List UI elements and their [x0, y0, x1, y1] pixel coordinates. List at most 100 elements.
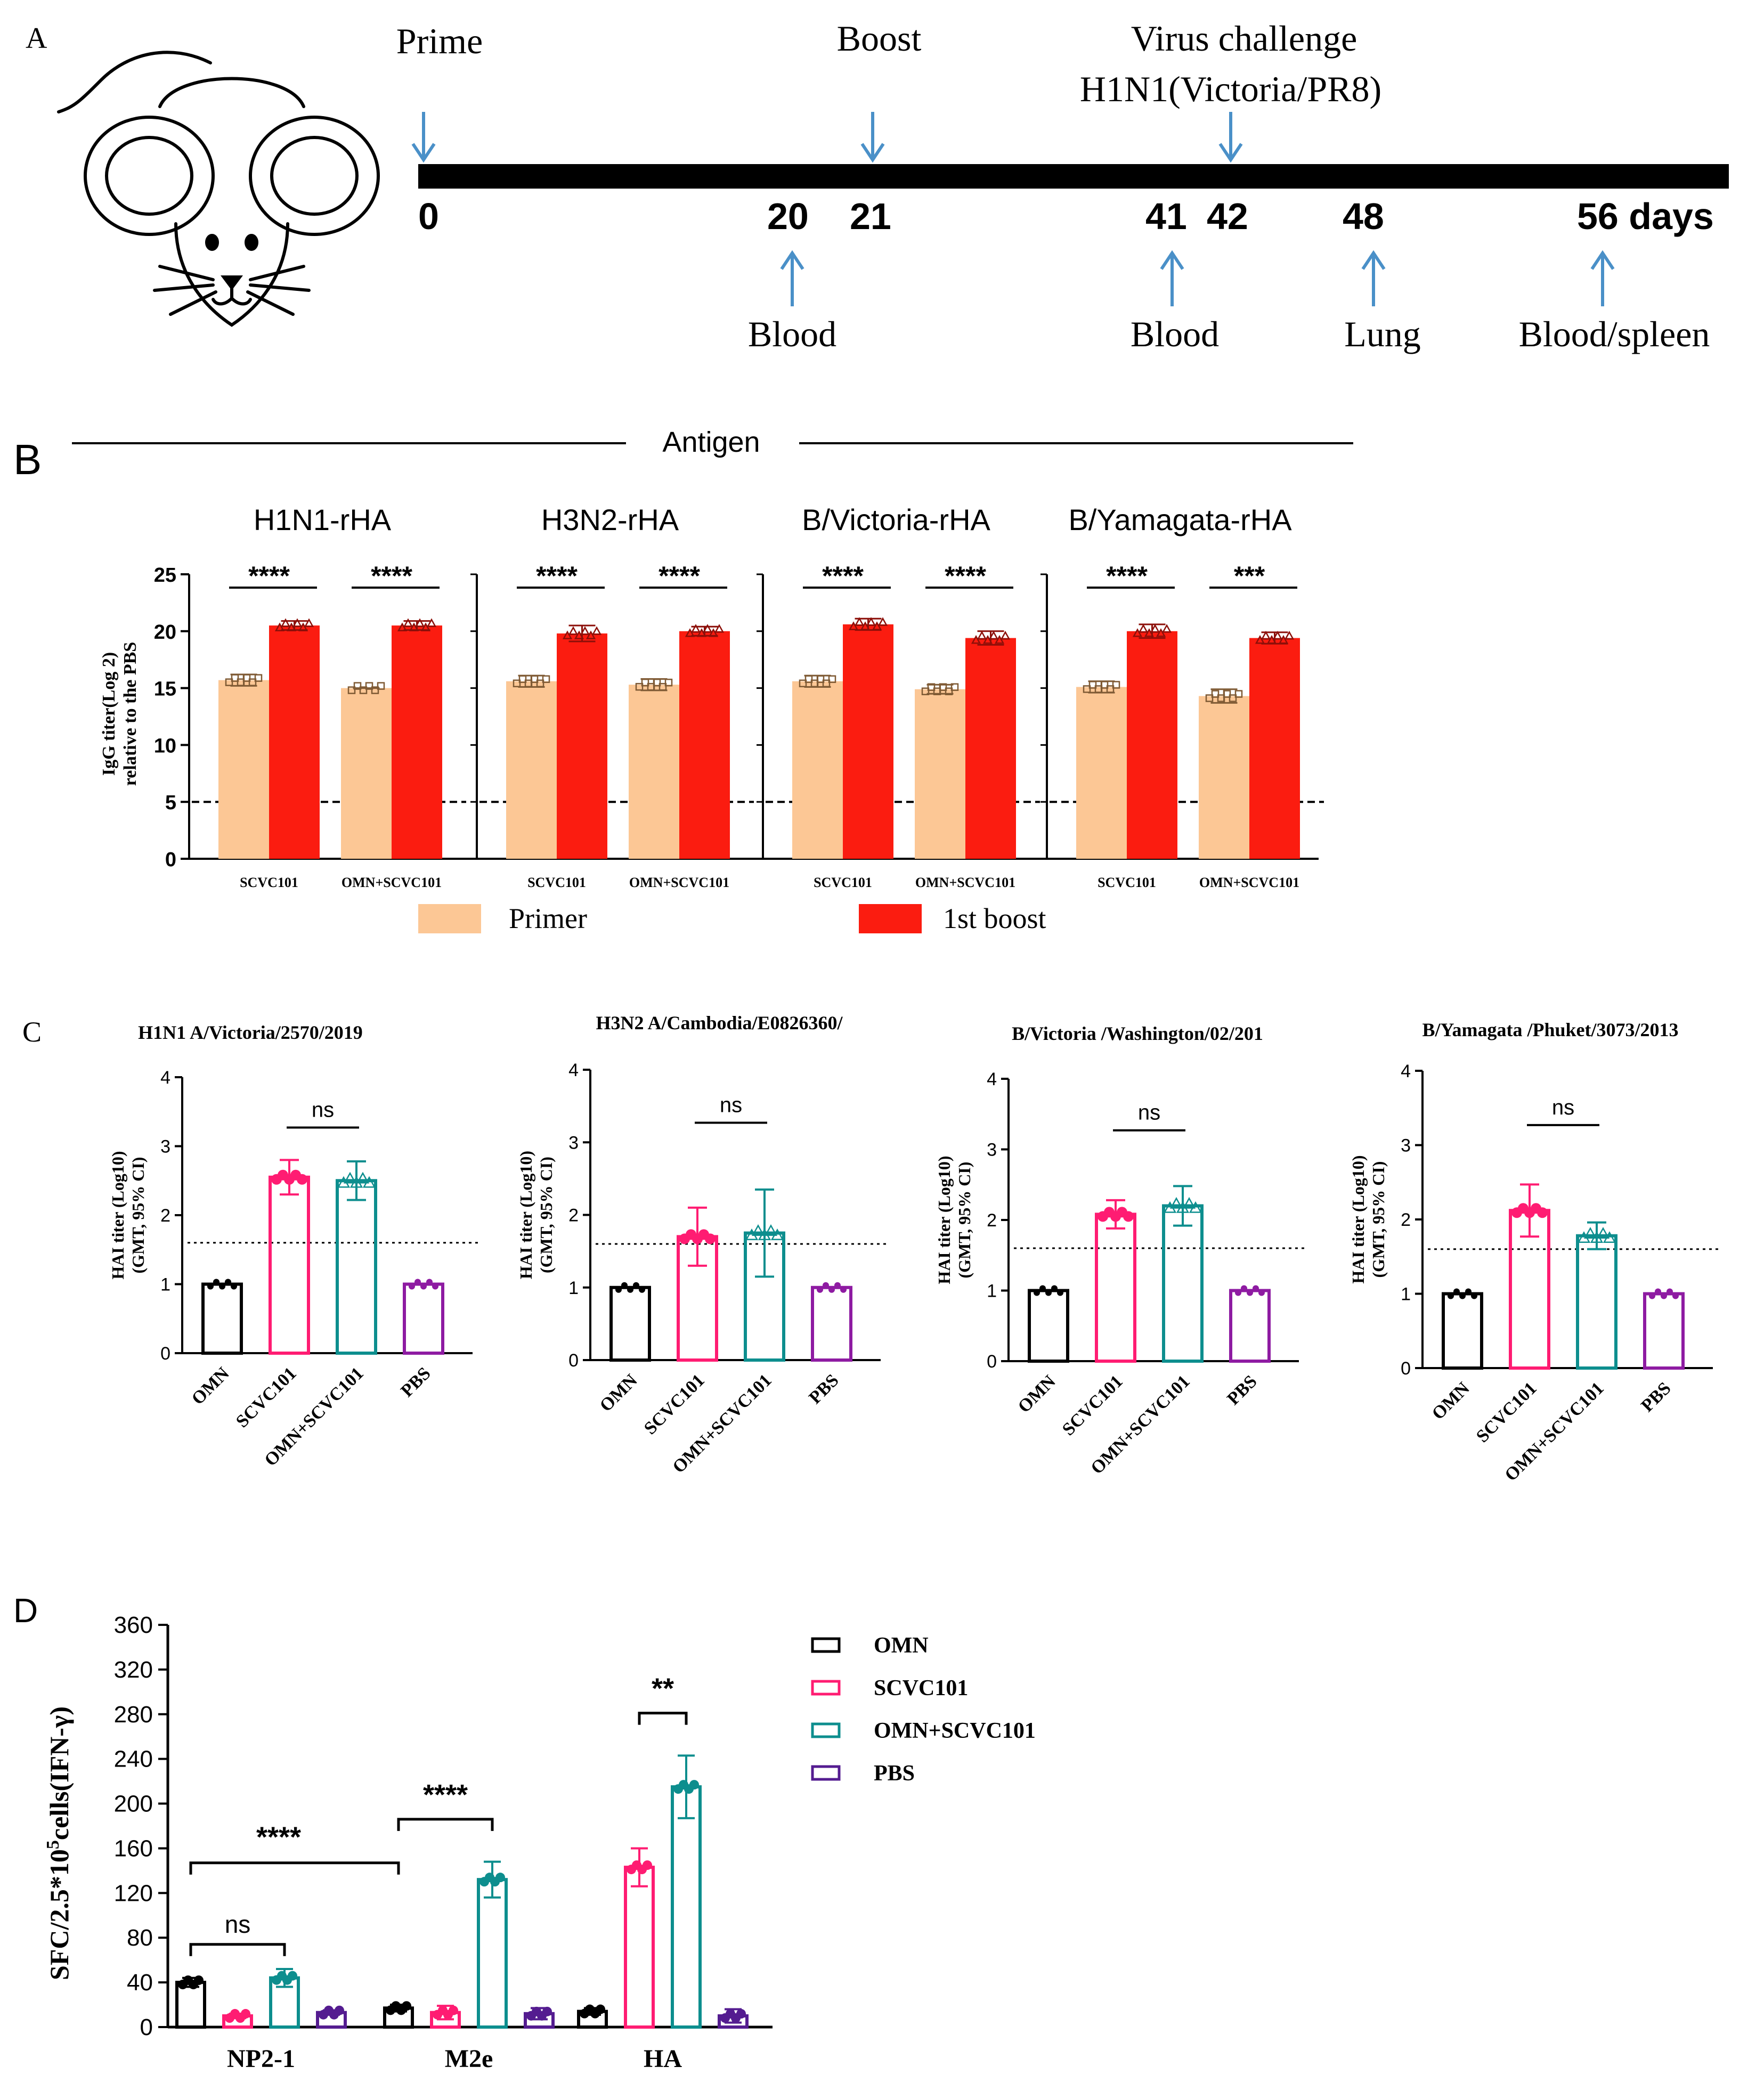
- b-point-primer: [653, 678, 661, 687]
- c-point: [414, 1279, 421, 1285]
- c-point: [1169, 1197, 1183, 1209]
- d-point: [241, 2009, 250, 2019]
- b-subplot: B/Yamagata-rHA **** SCVC101 *** OMN+SCVC101: [1040, 503, 1324, 890]
- c-ylabel-1: HAI titer (Log10): [516, 1151, 535, 1279]
- c-point: [633, 1282, 639, 1289]
- b-point-primer: [359, 686, 368, 694]
- b-bar-primer: [1076, 687, 1127, 859]
- c-x-tick-label: OMN: [596, 1370, 641, 1415]
- d-sig-bracket: [397, 1818, 494, 1831]
- c-bar: [1028, 1289, 1069, 1363]
- c-point: [1182, 1197, 1196, 1209]
- d-y-tick-label: 0: [140, 2014, 153, 2040]
- c-point: [615, 1286, 622, 1293]
- day-42: 42: [1207, 196, 1248, 237]
- b-bar-primer: [341, 688, 392, 859]
- c-point: [834, 1282, 841, 1289]
- d-point: [542, 2006, 552, 2016]
- b-point-primer: [1234, 690, 1243, 698]
- c-point: [1253, 1285, 1259, 1292]
- b-point-boost: [854, 617, 865, 626]
- b-point-primer: [927, 683, 936, 691]
- c-error-bar: [1587, 1221, 1606, 1250]
- d-legend-swatch: [811, 1722, 841, 1738]
- c-y-tick-label: 4: [160, 1068, 170, 1088]
- b-point-primer: [1088, 681, 1097, 689]
- b-point-primer: [1211, 690, 1220, 698]
- b-point-primer: [365, 682, 373, 690]
- arrow-up-icon: [1160, 250, 1184, 306]
- b-point-boost: [1272, 631, 1283, 640]
- d-ylabel-main: SFC/2.5*10: [44, 1849, 74, 1980]
- c-subplot-title: B/Victoria /Washington/02/201: [1012, 1023, 1263, 1044]
- b-point-boost: [1156, 628, 1166, 637]
- panel-a-label: A: [26, 22, 47, 55]
- b-sig-label: ****: [1106, 561, 1148, 591]
- arrow-up-icon: [780, 250, 804, 306]
- b-subplot-title: H3N2-rHA: [541, 503, 679, 536]
- c-point: [213, 1279, 220, 1285]
- b-point-primer: [1112, 681, 1120, 689]
- d-bar: [175, 1981, 206, 2029]
- c-y-tick-label: 3: [1401, 1136, 1411, 1156]
- arrow-down-icon: [1218, 112, 1243, 163]
- panel-c: C H1N1 A/Victoria/2570/2019 HAI titer (Lo…: [22, 1012, 1718, 1485]
- d-sig-label: ****: [423, 1779, 468, 1811]
- d-point: [449, 2005, 458, 2015]
- c-point: [356, 1171, 370, 1184]
- b-point-boost: [872, 621, 882, 630]
- d-y-tick-label: 240: [114, 1746, 153, 1772]
- b-point-primer: [950, 683, 959, 691]
- b-point-boost: [1278, 635, 1289, 644]
- c-subplot: B/Victoria /Washington/02/201 HAI titer (…: [934, 1023, 1304, 1478]
- b-point-primer: [231, 674, 239, 682]
- c-y-tick-label: 3: [987, 1140, 997, 1160]
- arrow-down-icon: [411, 112, 436, 163]
- d-bar: [671, 1785, 702, 2029]
- b-point-boost: [702, 624, 713, 633]
- b-ylabel-1: IgG titer(Log 2): [99, 652, 119, 776]
- d-legend: OMN SCVC101 OMN+SCVC101 PBS: [811, 1633, 1036, 1786]
- c-point: [432, 1283, 438, 1290]
- c-y-tick-label: 0: [568, 1350, 579, 1371]
- b-subplot: H1N1-rHA 0 5 10 15 20 25 **** SCVC101 **** OMN+SCV…: [154, 503, 477, 890]
- b-point-primer: [822, 679, 831, 688]
- b-point-primer: [237, 678, 245, 686]
- c-point: [770, 1228, 784, 1240]
- b-bar-primer: [218, 680, 269, 859]
- d-legend-swatch: [811, 1637, 841, 1653]
- b-point-primer: [1094, 685, 1103, 693]
- b-y-tick-label: 25: [154, 564, 176, 587]
- sample-blood-spleen: Blood/spleen: [1519, 314, 1710, 354]
- b-y-tick-label: 10: [154, 735, 176, 757]
- c-x-tick-label: SCVC101: [1059, 1371, 1127, 1439]
- b-bar-boost: [843, 624, 893, 859]
- c-y-tick-label: 1: [1401, 1284, 1411, 1305]
- challenge-label-1: Virus challenge: [1131, 18, 1357, 59]
- c-point: [343, 1171, 357, 1184]
- up-arrows: [780, 250, 1615, 306]
- c-point: [1596, 1227, 1610, 1239]
- d-sig-label: ****: [256, 1821, 301, 1853]
- b-bar-boost: [1127, 631, 1177, 859]
- boost-label: Boost: [837, 18, 922, 59]
- b-bar-boost: [1249, 638, 1300, 859]
- c-bar: [403, 1282, 444, 1355]
- c-ylabel-2: (GMT, 95% CI): [536, 1157, 556, 1273]
- c-point: [1667, 1288, 1673, 1295]
- b-point-boost: [1266, 635, 1277, 644]
- d-chart: 0 40 80 120 160 200 240 280 320 360 NP2-1 M2e HA ns **…: [114, 1612, 773, 2073]
- d-y-tick-label: 280: [114, 1702, 153, 1728]
- c-subplot-title: H3N2 A/Cambodia/E0826360/: [596, 1012, 843, 1034]
- d-point: [736, 2009, 746, 2019]
- c-point: [840, 1286, 847, 1293]
- b-point-primer: [635, 682, 644, 691]
- legend-boost-label: 1st boost: [943, 902, 1046, 934]
- b-point-primer: [371, 686, 379, 694]
- panel-d: D SFC/2.5*105cells(IFN-γ) 0 40 80 120 160 200…: [13, 1591, 1036, 2073]
- c-x-tick-label: SCVC101: [640, 1370, 709, 1438]
- c-y-tick-label: 1: [568, 1278, 579, 1298]
- c-ylabel-2: (GMT, 95% CI): [955, 1162, 974, 1279]
- b-x-tick-label: OMN+SCVC101: [915, 875, 1015, 890]
- c-point: [225, 1279, 231, 1285]
